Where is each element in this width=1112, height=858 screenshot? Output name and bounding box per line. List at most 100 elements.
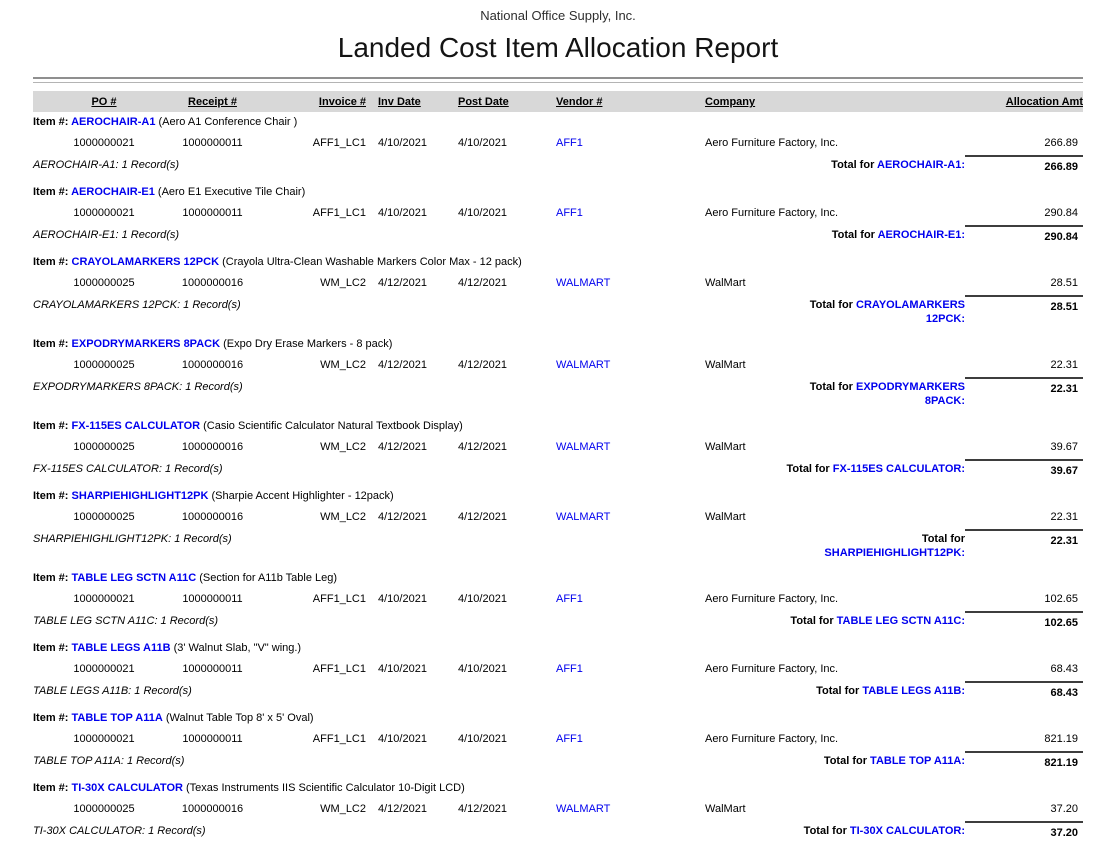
item-header-line: Item #: SHARPIEHIGHLIGHT12PK (Sharpie Ac… bbox=[33, 486, 1083, 507]
total-label-line: Total for AEROCHAIR-A1: bbox=[777, 158, 965, 172]
group-total-amount: 102.65 bbox=[965, 611, 1083, 630]
total-label: Total for AEROCHAIR-E1: bbox=[777, 225, 965, 244]
column-header-label: Inv Date bbox=[378, 96, 421, 108]
total-label: Total for CRAYOLAMARKERS 12PCK: bbox=[777, 295, 965, 326]
allocation-row: 1000000025 1000000016 WM_LC2 4/12/2021 4/12/… bbox=[33, 355, 1083, 377]
amount-cell: 22.31 bbox=[1050, 511, 1078, 523]
total-for-text: Total for bbox=[790, 615, 837, 627]
item-header-line: Item #: CRAYOLAMARKERS 12PCK (Crayola Ul… bbox=[33, 252, 1083, 273]
total-label-line: Total for TABLE LEGS A11B: bbox=[777, 684, 965, 698]
po-cell: 1000000025 bbox=[73, 277, 135, 289]
item-header-line: Item #: EXPODRYMARKERS 8PACK (Expo Dry E… bbox=[33, 334, 1083, 355]
total-item-code: 8PACK: bbox=[924, 395, 965, 407]
po-cell: 1000000021 bbox=[73, 733, 135, 745]
group-total-row: CRAYOLAMARKERS 12PCK: 1 Record(s) Total f… bbox=[33, 295, 1083, 326]
report-company-name: National Office Supply, Inc. bbox=[480, 8, 636, 23]
company-cell: WalMart bbox=[705, 803, 746, 815]
invoice-cell: WM_LC2 bbox=[320, 803, 366, 815]
column-header-0: PO # bbox=[33, 95, 175, 109]
column-header-label: Post Date bbox=[458, 96, 509, 108]
item-group: Item #: TI-30X CALCULATOR (Texas Instrum… bbox=[33, 778, 1083, 840]
item-description: (Aero A1 Conference Chair ) bbox=[155, 116, 298, 128]
total-for-text: Total for bbox=[831, 159, 877, 171]
total-label-line: Total for TABLE LEG SCTN A11C: bbox=[777, 614, 965, 628]
item-code: AEROCHAIR-A1 bbox=[71, 116, 156, 128]
invoice-cell: AFF1_LC1 bbox=[312, 207, 366, 219]
vendor-cell: AFF1 bbox=[556, 663, 583, 675]
vendor-cell: AFF1 bbox=[556, 593, 583, 605]
vendor-cell: AFF1 bbox=[556, 137, 583, 149]
amount-cell: 68.43 bbox=[1050, 663, 1078, 675]
vendor-cell: WALMART bbox=[556, 277, 611, 289]
invoice-cell: AFF1_LC1 bbox=[312, 137, 366, 149]
group-total-amount: 266.89 bbox=[965, 155, 1083, 174]
item-header-line: Item #: TI-30X CALCULATOR (Texas Instrum… bbox=[33, 778, 1083, 799]
column-header-label: Invoice # bbox=[318, 96, 366, 108]
item-group: Item #: AEROCHAIR-E1 (Aero E1 Executive … bbox=[33, 182, 1083, 244]
record-count: TI-30X CALCULATOR: 1 Record(s) bbox=[33, 825, 206, 837]
column-header-1: Receipt # bbox=[175, 95, 250, 109]
record-count: TABLE TOP A11A: 1 Record(s) bbox=[33, 755, 185, 767]
group-total-amount: 22.31 bbox=[965, 529, 1083, 560]
allocation-row: 1000000021 1000000011 AFF1_LC1 4/10/2021 4/1… bbox=[33, 589, 1083, 611]
vendor-cell: AFF1 bbox=[556, 207, 583, 219]
column-header-4: Post Date bbox=[452, 95, 550, 109]
item-header-line: Item #: FX-115ES CALCULATOR (Casio Scien… bbox=[33, 416, 1083, 437]
group-total-row: AEROCHAIR-E1: 1 Record(s) Total for AEROC… bbox=[33, 225, 1083, 244]
item-number-label: Item #: bbox=[33, 186, 72, 198]
group-total-row: AEROCHAIR-A1: 1 Record(s) Total for AEROC… bbox=[33, 155, 1083, 174]
total-for-text: Total for bbox=[803, 825, 850, 837]
allocation-row: 1000000025 1000000016 WM_LC2 4/12/2021 4/12/… bbox=[33, 507, 1083, 529]
vendor-cell: WALMART bbox=[556, 441, 611, 453]
total-item-code: TABLE LEG SCTN A11C: bbox=[836, 615, 965, 627]
company-cell: WalMart bbox=[705, 511, 746, 523]
item-group: Item #: CRAYOLAMARKERS 12PCK (Crayola Ul… bbox=[33, 252, 1083, 326]
invoice-cell: WM_LC2 bbox=[320, 511, 366, 523]
company-cell: Aero Furniture Factory, Inc. bbox=[705, 663, 839, 675]
record-count: SHARPIEHIGHLIGHT12PK: 1 Record(s) bbox=[33, 533, 232, 545]
group-total-row: TABLE TOP A11A: 1 Record(s) Total for TAB… bbox=[33, 751, 1083, 770]
allocation-row: 1000000025 1000000016 WM_LC2 4/12/2021 4/12/… bbox=[33, 273, 1083, 295]
vendor-cell: AFF1 bbox=[556, 733, 583, 745]
title-divider bbox=[33, 77, 1083, 83]
total-label: Total for TABLE TOP A11A: bbox=[777, 751, 965, 770]
post-date-cell: 4/10/2021 bbox=[458, 207, 507, 219]
group-total-row: TABLE LEGS A11B: 1 Record(s) Total for TA… bbox=[33, 681, 1083, 700]
total-item-code: TABLE LEGS A11B: bbox=[862, 685, 965, 697]
item-code: CRAYOLAMARKERS 12PCK bbox=[71, 256, 220, 268]
total-label: Total for TI-30X CALCULATOR: bbox=[777, 821, 965, 840]
invoice-cell: WM_LC2 bbox=[320, 359, 366, 371]
group-total-amount: 68.43 bbox=[965, 681, 1083, 700]
total-label: Total for TABLE LEG SCTN A11C: bbox=[777, 611, 965, 630]
allocation-row: 1000000021 1000000011 AFF1_LC1 4/10/2021 4/1… bbox=[33, 203, 1083, 225]
item-header-line: Item #: TABLE TOP A11A (Walnut Table Top… bbox=[33, 708, 1083, 729]
item-number-label: Item #: bbox=[33, 712, 72, 724]
inv-date-cell: 4/12/2021 bbox=[378, 359, 427, 371]
inv-date-cell: 4/10/2021 bbox=[378, 207, 427, 219]
column-header-label: Company bbox=[705, 96, 756, 108]
receipt-cell: 1000000011 bbox=[182, 593, 243, 605]
total-label-line: Total for EXPODRYMARKERS bbox=[777, 380, 965, 394]
total-for-text: Total for bbox=[831, 229, 878, 241]
total-for-text: Total for bbox=[809, 381, 856, 393]
item-code: FX-115ES CALCULATOR bbox=[71, 420, 201, 432]
total-for-text: Total for bbox=[786, 463, 833, 475]
item-code: TABLE LEG SCTN A11C bbox=[71, 572, 197, 584]
po-cell: 1000000025 bbox=[73, 511, 135, 523]
total-item-code: CRAYOLAMARKERS bbox=[856, 299, 965, 311]
total-label-line: Total for CRAYOLAMARKERS bbox=[777, 298, 965, 312]
item-description: (Crayola Ultra-Clean Washable Markers Co… bbox=[219, 256, 522, 268]
column-header-row: PO # Receipt # Invoice # Inv Date Post Date V… bbox=[33, 91, 1083, 112]
post-date-cell: 4/10/2021 bbox=[458, 663, 507, 675]
total-label-line: 8PACK: bbox=[777, 394, 965, 408]
group-total-amount: 290.84 bbox=[965, 225, 1083, 244]
column-header-label: Allocation Amt bbox=[1005, 96, 1083, 108]
allocation-row: 1000000021 1000000011 AFF1_LC1 4/10/2021 4/1… bbox=[33, 659, 1083, 681]
item-header-line: Item #: TABLE LEGS A11B (3' Walnut Slab,… bbox=[33, 638, 1083, 659]
po-cell: 1000000021 bbox=[73, 207, 135, 219]
group-total-row: FX-115ES CALCULATOR: 1 Record(s) Total fo… bbox=[33, 459, 1083, 478]
group-total-row: TI-30X CALCULATOR: 1 Record(s) Total for … bbox=[33, 821, 1083, 840]
invoice-cell: AFF1_LC1 bbox=[312, 663, 366, 675]
amount-cell: 266.89 bbox=[1044, 137, 1078, 149]
item-group: Item #: TABLE LEGS A11B (3' Walnut Slab,… bbox=[33, 638, 1083, 700]
